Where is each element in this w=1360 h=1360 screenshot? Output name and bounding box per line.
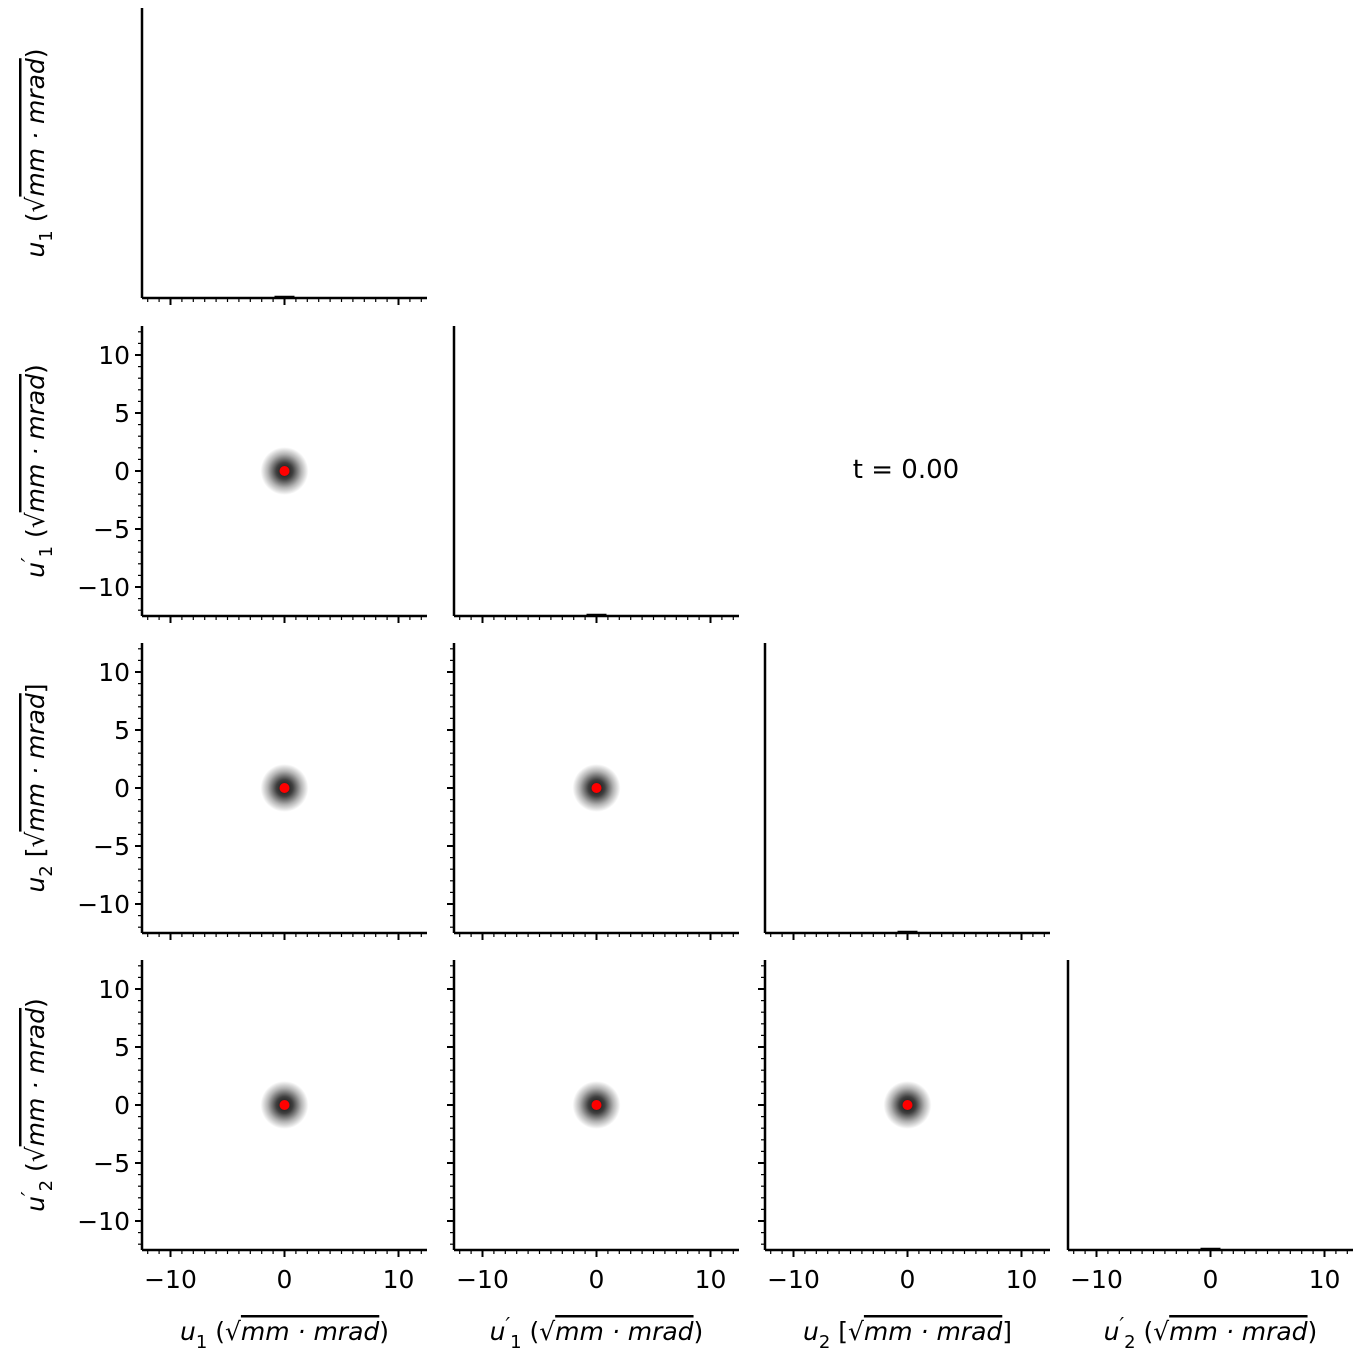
x-tick-label: −10: [456, 1265, 509, 1294]
y-tick-label: −5: [93, 515, 130, 544]
centroid-point: [279, 1100, 290, 1110]
y-tick-label: 0: [114, 774, 130, 803]
panel-u1-vs-u1: [140, 8, 427, 305]
y-axis-label-u2p: u′2 (√mm · mrad): [17, 998, 57, 1212]
axis-unit: mm · mrad: [1169, 1317, 1307, 1346]
y-tick-label: 5: [114, 1033, 130, 1062]
panel-u2-vs-u1: 10 5 0 −5 −10: [77, 643, 427, 940]
centroid-point: [279, 783, 290, 793]
y-tick-label: −5: [93, 1149, 130, 1178]
x-tick-label: 0: [1203, 1265, 1219, 1294]
x-tick-label: −10: [767, 1265, 820, 1294]
panel-u1p-vs-u1p: [452, 326, 739, 623]
y-tick-label: 0: [114, 1091, 130, 1120]
panel-u2p-vs-u1p: −10 0 10: [447, 960, 739, 1294]
x-tick-label: 10: [383, 1265, 415, 1294]
axis-unit: mm · mrad: [21, 693, 50, 831]
panel-u2p-vs-u2: −10 0 10: [758, 960, 1050, 1294]
x-tick-label: 0: [900, 1265, 916, 1294]
centroid-point: [279, 466, 290, 476]
x-axis-label-u2p: u′2 (√mm · mrad): [1104, 1313, 1318, 1353]
axis-unit: mm · mrad: [864, 1317, 1002, 1346]
centroid-point: [591, 1100, 602, 1110]
y-axis-label-u1p: u′1 (√mm · mrad): [17, 364, 57, 578]
y-tick-label: −10: [77, 890, 130, 919]
panel-u2p-vs-u2p: −10 0 10: [1066, 960, 1353, 1294]
panel-u2p-vs-u1: 10 5 0 −5 −10 −10 0 10: [77, 960, 427, 1294]
y-axis-label-u1: u1 (√mm · mrad): [21, 48, 57, 257]
axis-unit: mm · mrad: [555, 1317, 693, 1346]
y-tick-label: 10: [98, 341, 130, 370]
axis-unit: mm · mrad: [21, 1008, 50, 1146]
axis-unit: mm · mrad: [21, 374, 50, 512]
x-tick-label: −10: [144, 1265, 197, 1294]
x-tick-label: 10: [1006, 1265, 1038, 1294]
time-label: t = 0.00: [853, 455, 959, 485]
x-tick-label: 10: [1309, 1265, 1341, 1294]
y-tick-label: −10: [77, 1207, 130, 1236]
x-axis-label-u1p: u′1 (√mm · mrad): [490, 1313, 704, 1353]
y-tick-label: 5: [114, 399, 130, 428]
x-axis-label-u2: u2 [√mm · mrad]: [803, 1317, 1012, 1353]
y-axis-label-u2: u2 [√mm · mrad]: [21, 683, 57, 892]
centroid-point: [591, 783, 602, 793]
y-tick-label: 10: [98, 658, 130, 687]
x-tick-label: 10: [695, 1265, 727, 1294]
axis-unit: mm · mrad: [21, 58, 50, 196]
y-tick-label: −10: [77, 573, 130, 602]
panel-u2-vs-u1p: [447, 643, 739, 940]
y-tick-label: 0: [114, 457, 130, 486]
x-axis-label-u1: u1 (√mm · mrad): [180, 1317, 389, 1353]
y-tick-label: 10: [98, 975, 130, 1004]
x-tick-label: 0: [277, 1265, 293, 1294]
y-tick-label: 5: [114, 716, 130, 745]
panel-u1p-vs-u1: 10 5 0 −5 −10: [77, 326, 427, 623]
x-tick-label: −10: [1070, 1265, 1123, 1294]
x-tick-label: 0: [589, 1265, 605, 1294]
panel-u2-vs-u2: [763, 643, 1050, 940]
y-tick-label: −5: [93, 832, 130, 861]
centroid-point: [902, 1100, 913, 1110]
axis-unit: mm · mrad: [241, 1317, 379, 1346]
